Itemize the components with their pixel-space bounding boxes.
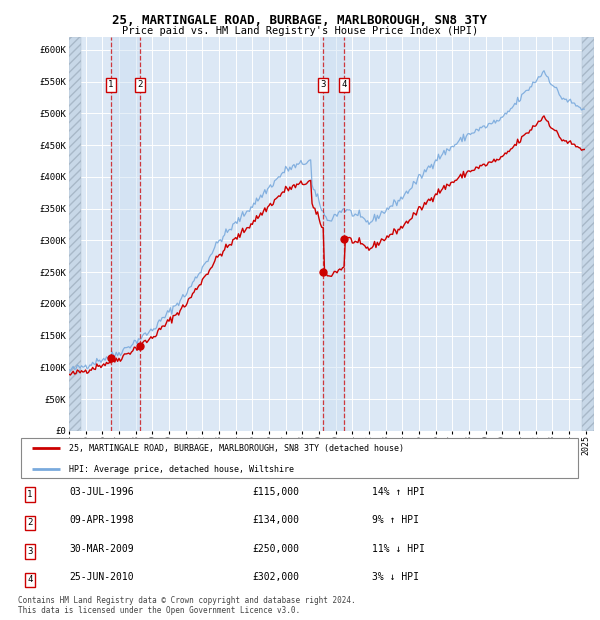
Text: 2: 2 bbox=[137, 81, 143, 89]
Text: HPI: Average price, detached house, Wiltshire: HPI: Average price, detached house, Wilt… bbox=[69, 465, 294, 474]
Text: 25, MARTINGALE ROAD, BURBAGE, MARLBOROUGH, SN8 3TY: 25, MARTINGALE ROAD, BURBAGE, MARLBOROUG… bbox=[113, 14, 487, 27]
Text: Contains HM Land Registry data © Crown copyright and database right 2024.
This d: Contains HM Land Registry data © Crown c… bbox=[18, 596, 356, 615]
Text: 30-MAR-2009: 30-MAR-2009 bbox=[69, 544, 134, 554]
Text: 09-APR-1998: 09-APR-1998 bbox=[69, 515, 134, 525]
Text: 1: 1 bbox=[108, 81, 113, 89]
Bar bbox=[323, 37, 344, 431]
Text: 1: 1 bbox=[28, 490, 32, 499]
Text: 3: 3 bbox=[28, 547, 32, 556]
Text: 03-JUL-1996: 03-JUL-1996 bbox=[69, 487, 134, 497]
Text: 2: 2 bbox=[28, 518, 32, 528]
Text: Price paid vs. HM Land Registry's House Price Index (HPI): Price paid vs. HM Land Registry's House … bbox=[122, 26, 478, 36]
Text: £302,000: £302,000 bbox=[252, 572, 299, 582]
Text: 4: 4 bbox=[341, 81, 347, 89]
Text: 14% ↑ HPI: 14% ↑ HPI bbox=[372, 487, 425, 497]
Text: 11% ↓ HPI: 11% ↓ HPI bbox=[372, 544, 425, 554]
Text: 4: 4 bbox=[28, 575, 32, 585]
Text: 3: 3 bbox=[320, 81, 326, 89]
Text: 3% ↓ HPI: 3% ↓ HPI bbox=[372, 572, 419, 582]
Bar bbox=[583, 37, 594, 431]
Bar bbox=[69, 37, 80, 431]
Text: 25, MARTINGALE ROAD, BURBAGE, MARLBOROUGH, SN8 3TY (detached house): 25, MARTINGALE ROAD, BURBAGE, MARLBOROUG… bbox=[69, 444, 404, 453]
Text: £134,000: £134,000 bbox=[252, 515, 299, 525]
FancyBboxPatch shape bbox=[21, 438, 578, 478]
Text: 9% ↑ HPI: 9% ↑ HPI bbox=[372, 515, 419, 525]
Text: £115,000: £115,000 bbox=[252, 487, 299, 497]
Text: £250,000: £250,000 bbox=[252, 544, 299, 554]
Bar bbox=[110, 37, 140, 431]
Text: 25-JUN-2010: 25-JUN-2010 bbox=[69, 572, 134, 582]
